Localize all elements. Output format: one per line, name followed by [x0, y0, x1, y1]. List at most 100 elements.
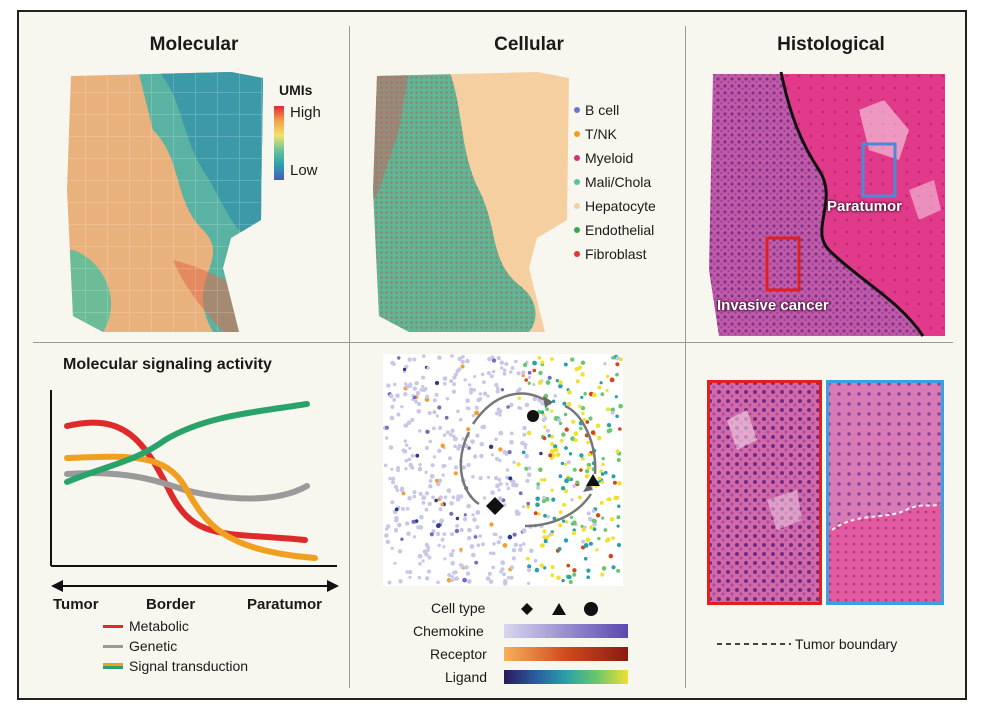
cell-dot	[457, 367, 462, 372]
cell-dot	[518, 491, 523, 496]
cell-dot	[543, 513, 547, 518]
cell-dot	[490, 355, 495, 359]
cell-dot	[597, 536, 601, 541]
figure-frame: Molecular Cellular Histological	[17, 10, 967, 700]
cell-dot	[550, 565, 555, 570]
cell-dot	[499, 570, 503, 574]
cell-dot	[424, 470, 428, 474]
cell-dot	[509, 439, 514, 445]
cell-dot	[401, 448, 406, 452]
cell-dot	[527, 370, 532, 375]
cell-dot	[566, 401, 572, 407]
cell-dot	[460, 359, 465, 365]
cell-dot	[508, 476, 513, 481]
cell-dot	[481, 424, 487, 430]
arrow-head-right	[327, 580, 339, 592]
cell-dot	[555, 379, 560, 383]
cell-dot	[496, 407, 501, 412]
cell-dot	[529, 548, 534, 553]
cell-dot	[610, 410, 615, 415]
cell-dot	[455, 516, 460, 521]
cell-dot	[569, 515, 574, 520]
cell-dot	[615, 414, 619, 419]
cell-dot	[553, 394, 558, 398]
cell-dot	[407, 357, 412, 362]
cell-dot	[488, 444, 494, 449]
cell-dot	[514, 359, 518, 364]
cell-dot	[545, 428, 550, 433]
cell-dot	[402, 367, 407, 372]
cell-dot	[618, 403, 623, 409]
cell-dot	[616, 542, 622, 548]
cell-dot	[390, 404, 395, 409]
cell-dot	[497, 488, 501, 492]
cell-dot	[536, 485, 541, 490]
arrow-head-left	[51, 580, 63, 592]
cell-dot	[583, 556, 588, 561]
cell-dot	[404, 458, 408, 463]
cell-dot	[591, 509, 596, 513]
cell-dot	[471, 552, 476, 558]
cell-dot	[575, 480, 580, 485]
cell-dot	[567, 574, 572, 580]
cell-dot	[421, 501, 426, 505]
cell-dot	[502, 543, 508, 548]
cell-dot	[551, 399, 556, 404]
cell-dot	[415, 391, 421, 396]
cell-dot	[573, 438, 578, 443]
cell-dot	[388, 476, 392, 481]
cell-dot	[556, 575, 561, 581]
legend-chemokine-label: Chemokine	[413, 623, 484, 639]
cell-dot	[558, 421, 563, 426]
cell-dot	[452, 382, 456, 387]
cell-dot	[564, 478, 569, 484]
receptor-cell-triangle	[586, 474, 600, 486]
cell-dot	[397, 522, 402, 528]
cell-dot	[583, 392, 587, 396]
cell-dot	[560, 461, 565, 466]
cell-dot	[497, 477, 502, 482]
cell-dot	[550, 488, 554, 492]
cell-dot	[408, 570, 413, 575]
cell-dot	[410, 417, 415, 423]
cell-dot	[521, 542, 526, 546]
cell-dot	[421, 384, 425, 389]
celltype-legend-item: B cell	[574, 102, 619, 118]
cell-dot	[412, 386, 418, 391]
cell-dot	[539, 563, 544, 568]
tumor-boundary-line	[779, 71, 925, 337]
cell-dot	[615, 372, 619, 377]
interaction-arc-top	[471, 392, 552, 425]
cell-dot	[393, 561, 397, 565]
cell-dot	[386, 383, 391, 388]
cell-dot	[564, 489, 569, 494]
cell-dot	[467, 536, 472, 541]
cell-dot	[429, 532, 434, 537]
cell-dot	[581, 545, 585, 550]
cell-dot	[564, 446, 568, 450]
celltype-dot	[574, 251, 580, 257]
cell-dot	[604, 470, 608, 475]
cell-dot	[603, 528, 608, 532]
cell-dot	[480, 372, 485, 377]
cell-dot	[412, 535, 417, 539]
cell-dot	[440, 502, 444, 507]
cell-dot	[431, 529, 436, 534]
interaction-arc-bottom	[524, 493, 593, 528]
cell-dot	[428, 479, 433, 483]
cell-dot	[610, 407, 616, 413]
cell-dot	[474, 560, 479, 565]
cell-dot	[452, 570, 456, 575]
cell-dot	[447, 573, 452, 577]
cell-dot	[494, 437, 498, 442]
cell-dot	[437, 448, 442, 453]
cell-dot	[463, 378, 467, 382]
cell-dot	[505, 468, 510, 472]
axis-label-paratumor: Paratumor	[247, 596, 323, 613]
cell-dot	[532, 360, 537, 366]
cell-dot	[606, 428, 611, 434]
cell-dot	[544, 496, 550, 502]
cell-dot	[490, 453, 494, 457]
cell-dot	[586, 462, 592, 468]
cell-dot	[570, 357, 575, 362]
